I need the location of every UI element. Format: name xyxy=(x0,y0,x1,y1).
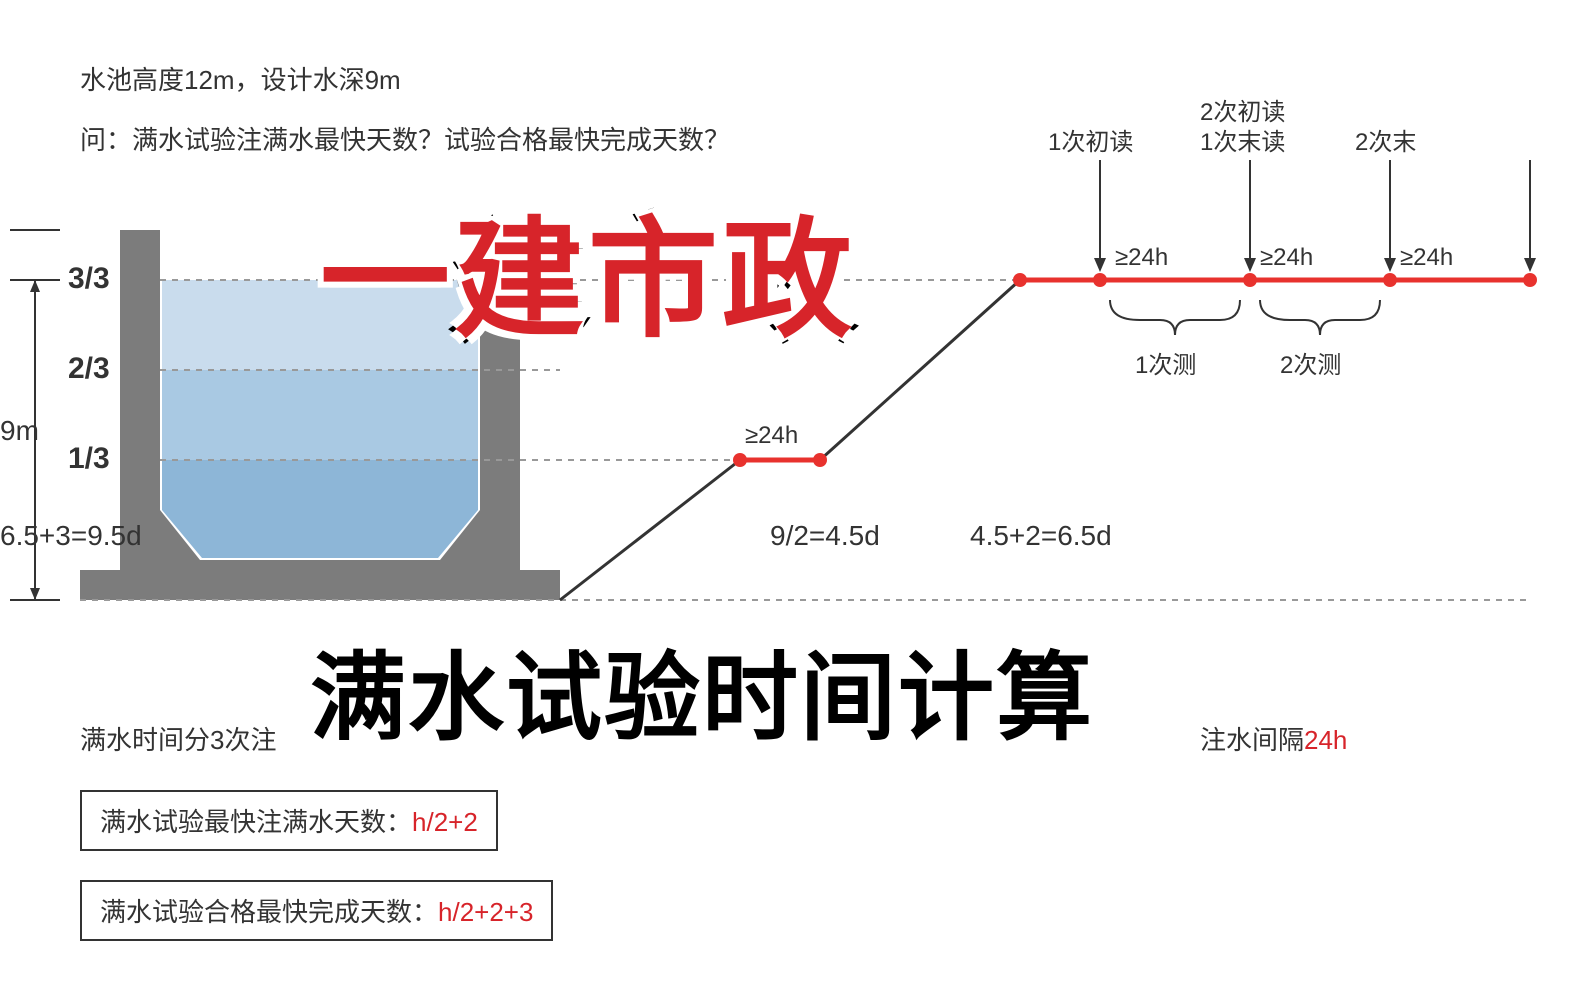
top-label-1: 1次初读 xyxy=(1048,122,1133,157)
formula-box-2-formula: h/2+2+3 xyxy=(438,897,533,927)
bottom-line-1-suffix: 注水间隔 xyxy=(1200,725,1304,755)
bottom-line-1: 满水时间分3次注 xyxy=(80,720,276,757)
formula-box-1-formula: h/2+2 xyxy=(412,807,478,837)
time-label-1: ≥24h xyxy=(745,422,798,450)
time-label-2: ≥24h xyxy=(1115,244,1168,272)
top-label-2b: 1次末读 xyxy=(1200,122,1285,157)
bottom-line-1-right: 注水间隔24h xyxy=(1200,720,1347,757)
title-sub: 满水试验时间计算 xyxy=(310,620,1094,759)
top-label-3: 2次末 xyxy=(1355,122,1416,157)
formula-box-2-label: 满水试验合格最快完成天数： xyxy=(100,897,438,927)
calc-1: 9/2=4.5d xyxy=(770,520,880,552)
depth-label-9m: 9m xyxy=(0,415,39,447)
bottom-line-1-red: 24h xyxy=(1304,725,1347,755)
brace-label-2: 2次测 xyxy=(1280,345,1341,380)
time-label-4: ≥24h xyxy=(1400,244,1453,272)
level-label-2-3: 2/3 xyxy=(68,352,110,386)
formula-box-2: 满水试验合格最快完成天数：h/2+2+3 xyxy=(80,880,553,941)
calc-3: 6.5+3=9.5d xyxy=(0,520,142,552)
level-label-3-3: 3/3 xyxy=(68,262,110,296)
bottom-line-1-prefix: 满水时间分3次注 xyxy=(80,725,276,755)
brace-label-1: 1次测 xyxy=(1135,345,1196,380)
time-label-3: ≥24h xyxy=(1260,244,1313,272)
title-main: 一建市政 xyxy=(320,175,856,363)
level-label-1-3: 1/3 xyxy=(68,442,110,476)
calc-2: 4.5+2=6.5d xyxy=(970,520,1112,552)
formula-box-1-label: 满水试验最快注满水天数： xyxy=(100,807,412,837)
formula-box-1: 满水试验最快注满水天数：h/2+2 xyxy=(80,790,498,851)
